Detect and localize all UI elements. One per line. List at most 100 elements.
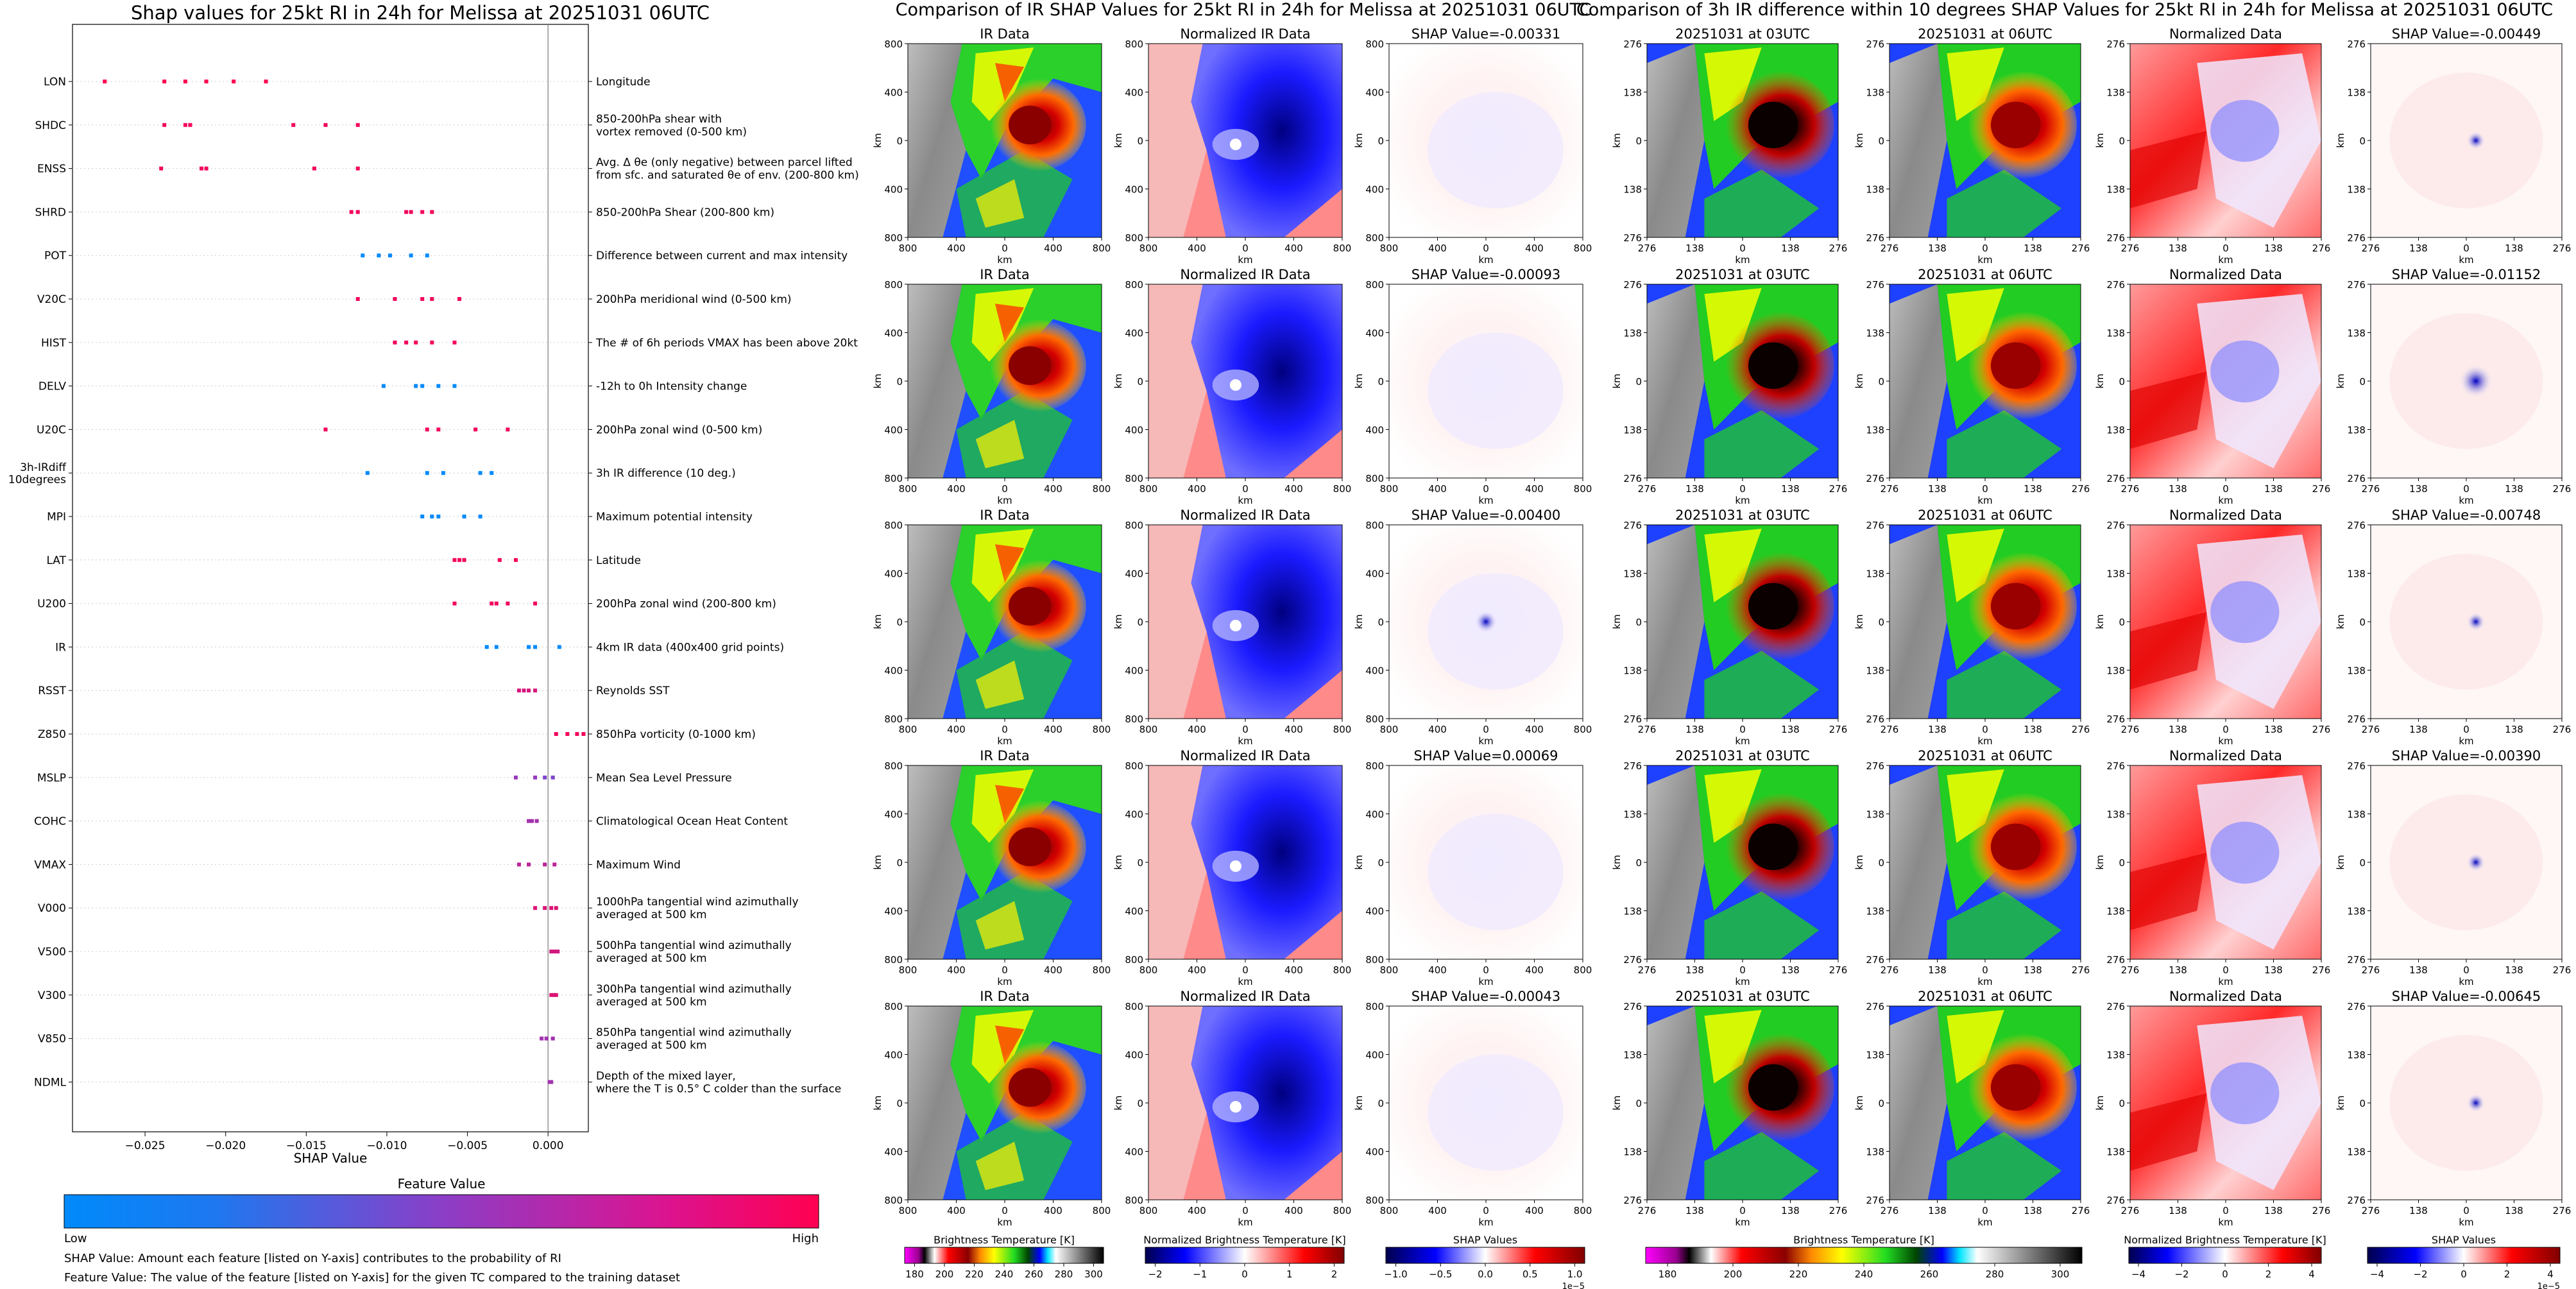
panel-y-tick-label: 0: [1378, 617, 1384, 628]
feature-description-line: 850-200hPa shear with: [596, 113, 722, 126]
panel-y-tick-label: 800: [1125, 38, 1143, 50]
panel-y-label: km: [2094, 855, 2106, 869]
shap-point: [549, 993, 554, 997]
colorbar-label: Normalized Brightness Temperature [K]: [1143, 1234, 1346, 1246]
panel-y-tick-label: 0: [1378, 135, 1384, 147]
feature-description-line: Latitude: [596, 554, 641, 567]
shap-point: [204, 80, 209, 83]
panel-x-tick-label: 276: [1829, 724, 1848, 735]
colorbar-tick-label: 0: [1241, 1268, 1248, 1280]
panel-x-tick-label: 138: [1781, 1205, 1800, 1216]
feature-name-line: HIST: [41, 337, 67, 350]
panel-x-tick-label: 138: [1685, 964, 1704, 976]
panel-y-tick-label: 138: [2347, 1050, 2366, 1061]
shap-point: [355, 123, 360, 127]
panel-x-tick-label: 276: [1829, 964, 1848, 976]
panel-y-tick-label: 400: [1125, 328, 1143, 339]
panel-y-tick-label: 0: [1635, 617, 1642, 628]
panel-y-tick-label: 276: [1623, 713, 1642, 725]
panel-x-tick-label: 400: [1044, 964, 1062, 976]
feature-description-line: 3h IR difference (10 deg.): [596, 467, 736, 480]
colorbar-tick-label: 260: [1025, 1268, 1043, 1280]
panel-y-tick-label: 0: [2359, 617, 2366, 628]
shap-point: [522, 688, 526, 693]
panel-x-tick-label: 800: [899, 243, 917, 254]
panel-x-tick-label: 0: [1982, 483, 1988, 495]
panel-x-tick-label: 138: [1928, 964, 1947, 976]
ir-colorbars: Brightness Temperature [K] 180 200 220 240 26…: [904, 1234, 1585, 1289]
panel-title: SHAP Value=-0.00390: [2392, 748, 2541, 764]
diff-norm-blue: [2210, 340, 2280, 403]
shap-point: [552, 862, 557, 867]
shap-point: [527, 862, 531, 867]
panel-x-label: km: [2459, 735, 2473, 747]
panel-y-tick-label: 0: [1137, 135, 1143, 147]
diff-ir-yellow: [1947, 529, 2004, 602]
panel-title: Normalized IR Data: [1180, 748, 1310, 764]
colorbar: [1385, 1247, 1585, 1264]
feature-description: 850-200hPa Shear (200-800 km): [596, 206, 774, 219]
panel-y-tick-label: 800: [884, 520, 903, 531]
panel-x-tick-label: 0: [2222, 724, 2229, 735]
diff-ir-core: [1990, 342, 2041, 389]
panel-y-tick-label: 276: [2106, 713, 2125, 725]
panel-x-tick-label: 0: [1002, 1205, 1008, 1216]
panel-x-tick-label: 400: [1428, 964, 1447, 976]
panel-x-tick-label: 0: [1982, 724, 1988, 735]
shap-point: [513, 775, 518, 780]
panel-x-tick-label: 276: [1881, 1205, 1899, 1216]
panel-y-label: km: [1611, 614, 1623, 629]
panel-x-tick-label: 0: [2463, 243, 2469, 254]
panel-x-tick-label: 276: [2553, 964, 2572, 976]
shap-point: [506, 601, 510, 606]
shap-point: [557, 645, 561, 649]
shap-point: [200, 166, 203, 171]
ir-lower-yellow: [975, 660, 1025, 709]
panel-x-label: km: [1977, 495, 1992, 506]
panel-title: IR Data: [980, 26, 1030, 42]
feature-description-line: Difference between current and max inten…: [596, 250, 848, 262]
colorbar-tick-label: −2: [2174, 1268, 2188, 1280]
feature-description-line: Longitude: [596, 76, 651, 89]
panel-x-tick-label: 276: [2362, 1205, 2380, 1216]
diff-ir-lower-green: [1704, 651, 1820, 719]
feature-name-line: U200: [37, 598, 66, 611]
panel-x-tick-label: 276: [2312, 964, 2331, 976]
ir-cold-land: [908, 1006, 966, 1200]
diff-ir-lower-green: [1947, 1132, 2062, 1200]
panel-y-tick-label: 138: [2106, 87, 2125, 99]
feature-description-line: 850hPa vorticity (0-1000 km): [596, 728, 756, 741]
feature-description-line: vortex removed (0-500 km): [596, 126, 747, 139]
panel-x-tick-label: 0: [1242, 243, 1249, 254]
panel-x-tick-label: 800: [1139, 964, 1158, 976]
panel-x-label: km: [1735, 735, 1750, 747]
panel-x-tick-label: 138: [2264, 483, 2283, 495]
shap-point: [527, 688, 531, 693]
panel-x-tick-label: 276: [2121, 483, 2140, 495]
shap-point: [436, 427, 441, 432]
panel-y-tick-label: 400: [1125, 906, 1143, 918]
shap-point: [516, 688, 521, 693]
panel-x-tick-label: 400: [1428, 483, 1447, 495]
feature-description-line: from sfc. and saturated θe of env. (200-…: [596, 169, 859, 182]
panel-x-tick-label: 276: [2312, 243, 2331, 254]
panel-x-tick-label: 138: [2409, 964, 2428, 976]
panel-x-label: km: [1238, 1216, 1252, 1228]
feature-description-line: 850-200hPa Shear (200-800 km): [596, 206, 774, 219]
panel-x-label: km: [2459, 495, 2473, 506]
panel-title: Normalized Data: [2169, 508, 2282, 523]
shap-note-1: SHAP Value: Amount each feature [listed …: [64, 1252, 561, 1265]
feature-name-line: V20C: [37, 293, 66, 306]
norm-land: [1148, 44, 1207, 237]
diff-norm-red: [2130, 130, 2207, 209]
panel-y-label: km: [1611, 133, 1623, 148]
panel-y-tick-label: 0: [1635, 135, 1642, 147]
panel-x-tick-label: 138: [2024, 483, 2042, 495]
shap-point: [506, 427, 510, 432]
shap-point: [513, 558, 518, 562]
feature-name-line: IR: [55, 641, 66, 654]
norm-land: [1148, 1006, 1207, 1200]
panel-x-tick-label: 276: [1881, 243, 1899, 254]
shap-map-blob: [1428, 92, 1564, 209]
panel-x-tick-label: 138: [2505, 1205, 2523, 1216]
